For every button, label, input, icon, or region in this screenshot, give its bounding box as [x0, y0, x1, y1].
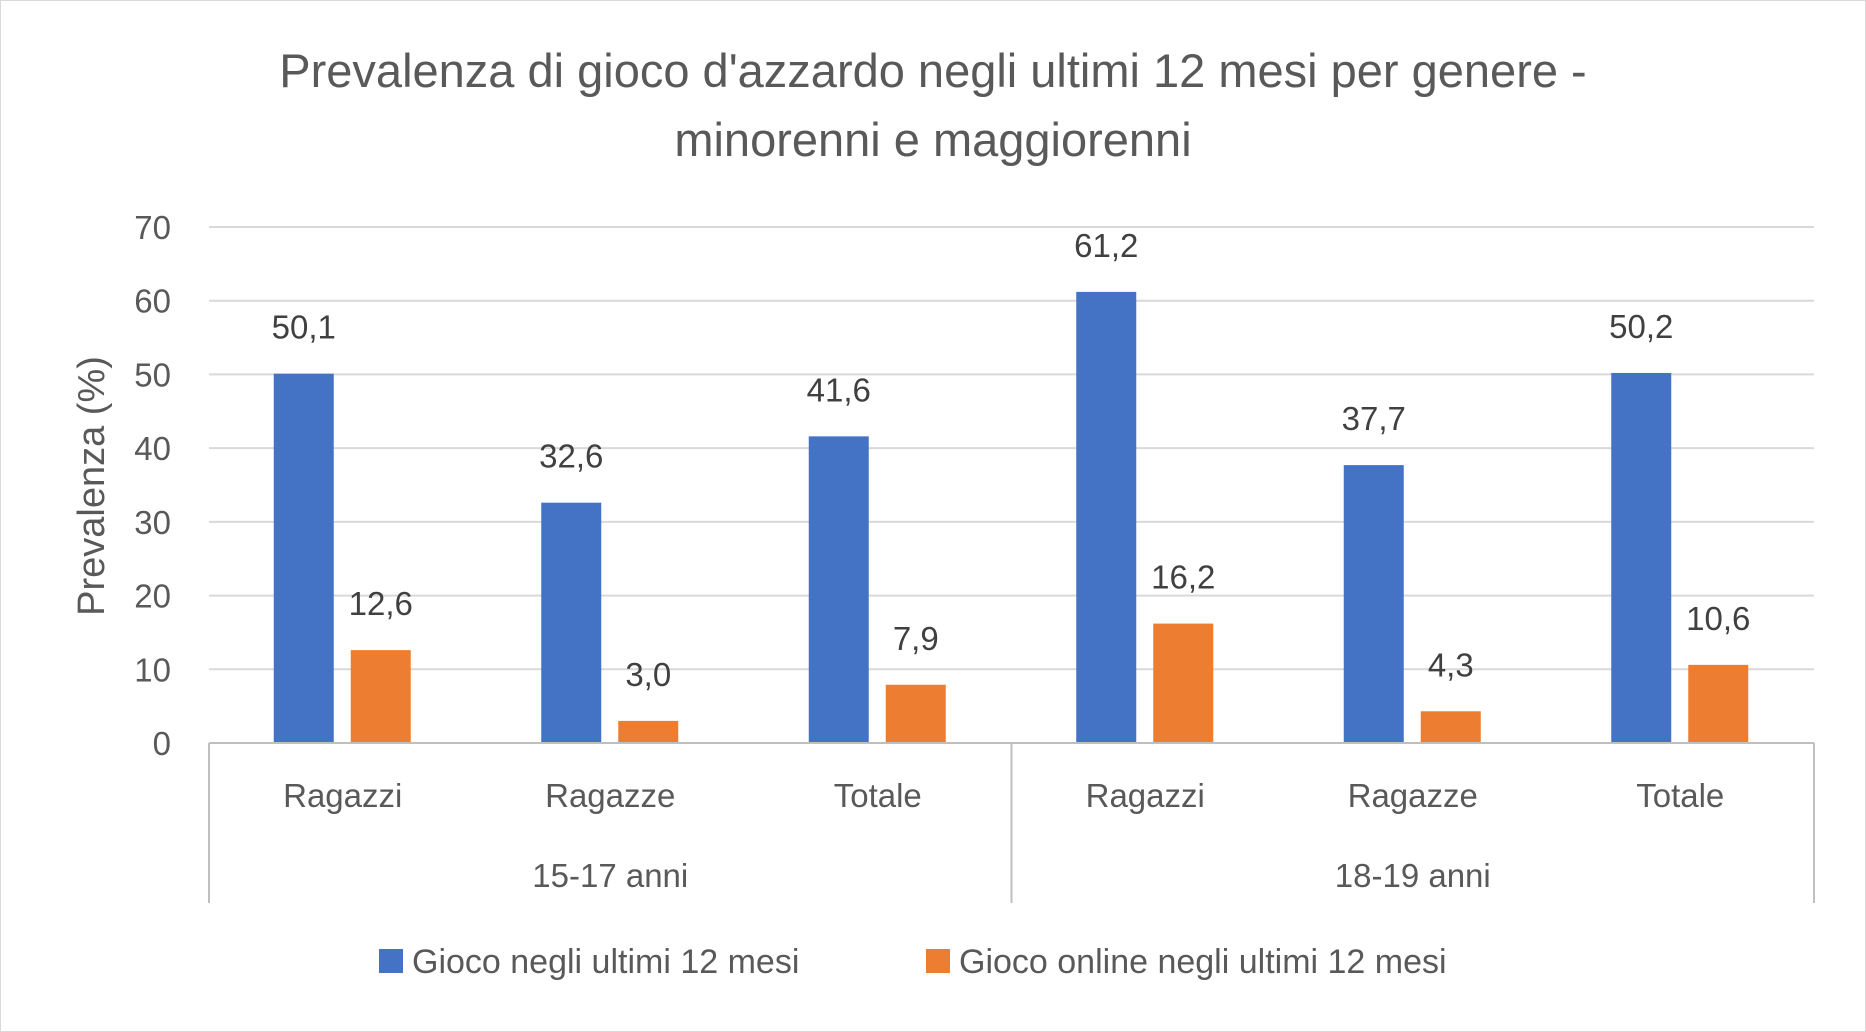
x-tick-label: Ragazzi	[283, 777, 402, 814]
chart-title: Prevalenza di gioco d'azzardo negli ulti…	[279, 44, 1586, 166]
data-label: 32,6	[539, 438, 603, 475]
bar	[1076, 291, 1137, 743]
data-label: 12,6	[349, 585, 413, 622]
data-label: 37,7	[1342, 400, 1406, 437]
bars	[273, 291, 1749, 743]
data-label: 7,9	[893, 620, 939, 657]
bar	[350, 650, 411, 743]
x-tick-label: Totale	[834, 777, 922, 814]
legend-swatch	[379, 949, 403, 973]
gridlines: 0 10 20 30 40 50 60 70	[134, 209, 1814, 762]
bar	[618, 720, 679, 743]
data-labels: 50,1 32,6 41,6 61,2 37,7 50,2 12,6 3,0 7,9 16,2 4,…	[272, 227, 1751, 693]
y-tick-label: 0	[153, 725, 171, 762]
bar	[808, 436, 869, 743]
y-tick-label: 50	[134, 356, 171, 393]
data-label: 4,3	[1428, 646, 1474, 683]
data-label: 3,0	[625, 656, 671, 693]
y-tick-label: 10	[134, 651, 171, 688]
legend-label: Gioco online negli ultimi 12 mesi	[959, 943, 1447, 981]
y-tick-label: 60	[134, 283, 171, 320]
bar	[1343, 465, 1404, 743]
data-label: 10,6	[1686, 600, 1750, 637]
x-tick-label: Ragazzi	[1086, 777, 1205, 814]
data-label: 61,2	[1074, 227, 1138, 264]
bar	[1611, 372, 1672, 743]
y-tick-label: 70	[134, 209, 171, 246]
bar	[1420, 711, 1481, 743]
bar	[273, 373, 334, 743]
bar	[885, 684, 946, 743]
x-axis: Ragazzi Ragazze Totale 15-17 anni Ragazzi Rag…	[208, 742, 1815, 903]
data-label: 50,1	[272, 309, 336, 346]
y-tick-label: 40	[134, 430, 171, 467]
bar	[541, 502, 602, 743]
legend-label: Gioco negli ultimi 12 mesi	[412, 943, 799, 981]
legend-swatch	[926, 949, 950, 973]
bar	[1153, 623, 1214, 743]
chart-title-line-2: minorenni e maggiorenni	[674, 113, 1191, 166]
bar	[1688, 664, 1749, 743]
y-axis-label: Prevalenza (%)	[71, 356, 113, 616]
x-tick-label: Totale	[1636, 777, 1724, 814]
x-tick-label: Ragazze	[1348, 777, 1478, 814]
legend: Gioco negli ultimi 12 mesi Gioco online n…	[379, 943, 1447, 981]
data-label: 41,6	[807, 371, 871, 408]
x-group-label: 15-17 anni	[532, 857, 688, 894]
data-label: 16,2	[1151, 559, 1215, 596]
x-tick-label: Ragazze	[545, 777, 675, 814]
data-label: 50,2	[1609, 308, 1673, 345]
y-tick-label: 20	[134, 578, 171, 615]
x-group-label: 18-19 anni	[1335, 857, 1491, 894]
chart-title-line-1: Prevalenza di gioco d'azzardo negli ulti…	[279, 44, 1586, 97]
y-tick-label: 30	[134, 504, 171, 541]
